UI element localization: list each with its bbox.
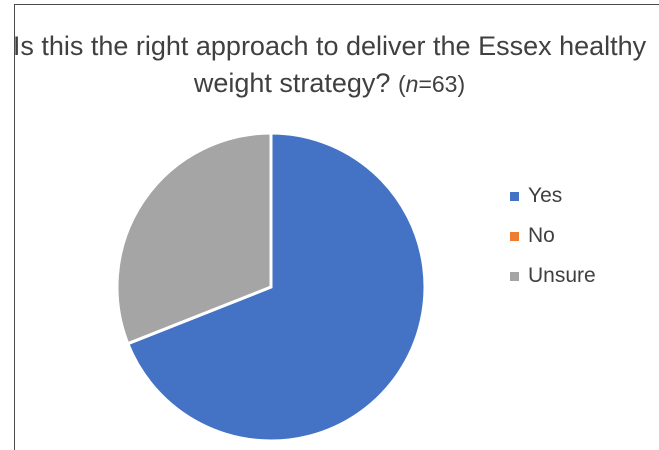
- chart-title-text: Is this the right approach to deliver th…: [12, 31, 647, 98]
- pie-slice-yes: [125, 131, 427, 443]
- legend-label-no: No: [528, 224, 555, 247]
- legend-label-yes: Yes: [528, 184, 563, 207]
- legend-item-unsure: Unsure: [510, 256, 596, 296]
- legend-swatch-unsure: [510, 271, 519, 281]
- sample-size-value: 63: [431, 71, 458, 97]
- sample-size: (n=63): [397, 71, 466, 97]
- chart-legend: Yes No Unsure: [510, 176, 596, 296]
- pie-slice-unsure: [115, 131, 273, 346]
- legend-item-no: No: [510, 216, 596, 256]
- legend-item-yes: Yes: [510, 176, 596, 216]
- pie-slices: [115, 131, 427, 443]
- sample-size-label: n: [405, 71, 419, 97]
- legend-label-unsure: Unsure: [528, 264, 596, 287]
- legend-swatch-yes: [510, 191, 519, 201]
- chart-title: Is this the right approach to deliver th…: [0, 28, 659, 103]
- legend-swatch-no: [510, 231, 519, 241]
